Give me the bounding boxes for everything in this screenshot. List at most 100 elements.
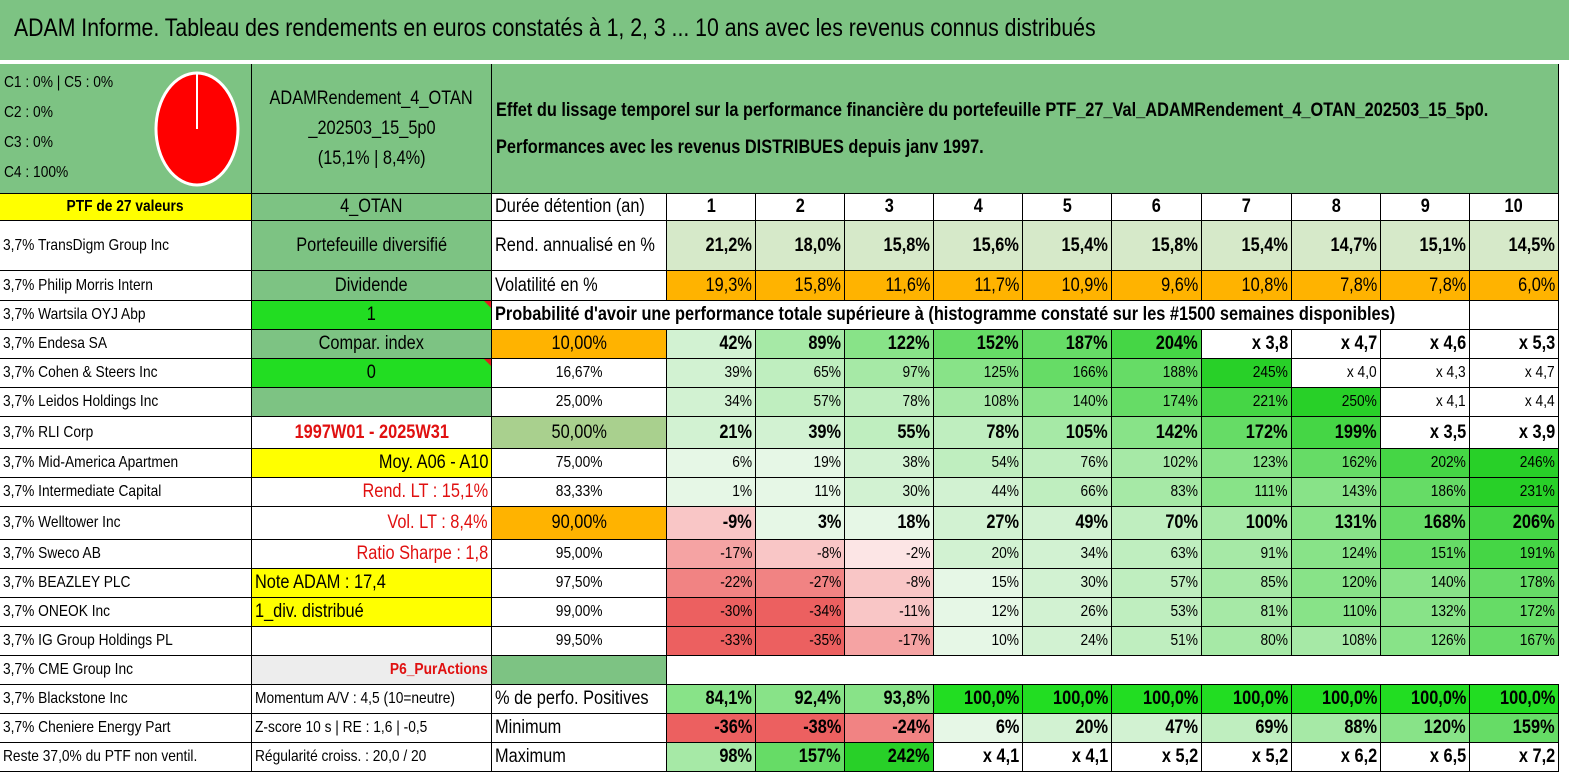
year-header-text: 1 xyxy=(706,196,716,217)
compare-index-label: Compar. index xyxy=(252,330,492,359)
probability-value-text: 102% xyxy=(1162,454,1198,471)
volatility-label-text: Volatilité en % xyxy=(495,274,598,296)
annualized-return-text: 15,8% xyxy=(1151,234,1198,256)
compare-index-value-text: 0 xyxy=(366,362,377,383)
probability-value: -9% xyxy=(667,507,756,540)
annualized-return-text: 14,7% xyxy=(1330,234,1377,256)
probability-value: 111% xyxy=(1202,478,1292,507)
probability-value-text: -27% xyxy=(808,574,841,591)
maximum-value-text: x 5,2 xyxy=(1251,746,1288,767)
holding-row-text: 3,7% Intermediate Capital xyxy=(3,483,162,500)
blank-green-cell xyxy=(492,656,667,685)
minimum-value-text: 20% xyxy=(1075,717,1108,738)
probability-value: 174% xyxy=(1112,388,1202,417)
sharpe-ratio-text: Ratio Sharpe : 1,8 xyxy=(356,543,488,564)
holding-row: 3,7% Leidos Holdings Inc xyxy=(0,388,252,417)
holding-row: 3,7% Sweco AB xyxy=(0,540,252,569)
year-header-text: 3 xyxy=(884,196,894,217)
annualized-return: 15,8% xyxy=(1112,221,1202,271)
probability-value: 162% xyxy=(1292,449,1381,478)
holding-row: 3,7% Philip Morris Intern xyxy=(0,271,252,301)
probability-value: 202% xyxy=(1381,449,1470,478)
positive-value-text: 93,8% xyxy=(883,688,930,709)
probability-value: 83% xyxy=(1112,478,1202,507)
probability-value-text: 100% xyxy=(1246,512,1288,533)
long-term-return-text: Rend. LT : 15,1% xyxy=(362,481,488,502)
year-header-text: 4 xyxy=(973,196,983,217)
probability-level: 97,50% xyxy=(492,569,667,598)
positive-value: 84,1% xyxy=(667,685,756,714)
probability-value: 89% xyxy=(756,330,845,359)
allocation-legend: C1 : 0% | C5 : 0% C2 : 0% C3 : 0% C4 : 100% xyxy=(0,64,252,194)
probability-value-text: 76% xyxy=(1080,454,1108,471)
portfolio-size-label-text: PTF de 27 valeurs xyxy=(66,198,185,215)
probability-value-text: 80% xyxy=(1260,632,1288,649)
positive-value-text: 100,0% xyxy=(1410,688,1466,709)
probability-value: 3% xyxy=(756,507,845,540)
probability-value-text: 187% xyxy=(1066,333,1108,354)
probability-value-text: -17% xyxy=(719,545,752,562)
return-label: Rend. annualisé en % xyxy=(492,221,667,271)
probability-value: 199% xyxy=(1292,417,1381,449)
probability-value: 6% xyxy=(667,449,756,478)
probability-value: 105% xyxy=(1023,417,1112,449)
maximum-value: x 7,2 xyxy=(1470,743,1559,772)
holding-row: 3,7% Endesa SA xyxy=(0,330,252,359)
long-term-volatility: Vol. LT : 8,4% xyxy=(252,507,492,540)
probability-value: x 4,1 xyxy=(1381,388,1470,417)
probability-value-text: 10% xyxy=(991,632,1019,649)
average-label-text: Moy. A06 - A10 xyxy=(378,452,488,473)
probability-value-text: 49% xyxy=(1075,512,1108,533)
probability-value-text: 108% xyxy=(1341,632,1377,649)
holding-row-text: 3,7% Cohen & Steers Inc xyxy=(3,364,158,381)
maximum-value: x 6,2 xyxy=(1292,743,1381,772)
momentum-text: Momentum A/V : 4,5 (10=neutre) xyxy=(255,690,456,707)
legend-item: C3 : 0% xyxy=(4,134,53,151)
maximum-value-text: x 4,1 xyxy=(1071,746,1108,767)
portfolio-category-text: P6_PurActions xyxy=(390,661,488,678)
volatility-value: 10,9% xyxy=(1023,271,1112,301)
probability-value-text: 6% xyxy=(732,454,752,471)
probability-header: Probabilité d'avoir une performance tota… xyxy=(492,301,1470,330)
volatility-value-text: 6,0% xyxy=(1517,274,1555,296)
portfolio-type-text: Portefeuille diversifié xyxy=(296,234,447,256)
holding-row-text: 3,7% Philip Morris Intern xyxy=(3,276,153,294)
probability-value-text: -8% xyxy=(816,545,841,562)
probability-value: 80% xyxy=(1202,627,1292,656)
minimum-value-text: -24% xyxy=(891,717,930,738)
probability-value: 187% xyxy=(1023,330,1112,359)
minimum-value-text: 120% xyxy=(1424,717,1466,738)
probability-value: 65% xyxy=(756,359,845,388)
holding-row: 3,7% BEAZLEY PLC xyxy=(0,569,252,598)
probability-value: 57% xyxy=(1112,569,1202,598)
probability-value-text: -17% xyxy=(897,632,930,649)
probability-level-text: 16,67% xyxy=(555,364,603,381)
duration-label: Durée détention (an) xyxy=(492,194,667,221)
probability-value-text: 97% xyxy=(902,364,930,381)
maximum-value: x 5,2 xyxy=(1112,743,1202,772)
probability-value-text: 81% xyxy=(1260,603,1288,620)
probability-value-text: 125% xyxy=(983,364,1019,381)
probability-value: 166% xyxy=(1023,359,1112,388)
probability-value-text: 202% xyxy=(1430,454,1466,471)
probability-value-text: x 4,6 xyxy=(1429,333,1466,354)
probability-value-text: 172% xyxy=(1246,421,1288,443)
probability-value-text: 250% xyxy=(1341,393,1377,410)
probability-value: 250% xyxy=(1292,388,1381,417)
maximum-value-text: x 5,2 xyxy=(1161,746,1198,767)
probability-value-text: 245% xyxy=(1252,364,1288,381)
volatility-value: 11,7% xyxy=(934,271,1023,301)
probability-level-text: 83,33% xyxy=(555,483,603,500)
annualized-return: 14,5% xyxy=(1470,221,1559,271)
annualized-return: 15,1% xyxy=(1381,221,1470,271)
probability-value-text: x 4,0 xyxy=(1347,364,1377,381)
probability-value-text: 30% xyxy=(902,483,930,500)
maximum-value: x 4,1 xyxy=(1023,743,1112,772)
minimum-value: 20% xyxy=(1023,714,1112,743)
volatility-value: 9,6% xyxy=(1112,271,1202,301)
positive-value-text: 92,4% xyxy=(794,688,841,709)
probability-level: 16,67% xyxy=(492,359,667,388)
probability-value-text: x 4,7 xyxy=(1340,333,1377,354)
probability-value-text: 143% xyxy=(1341,483,1377,500)
maximum-value-text: 98% xyxy=(719,746,752,767)
